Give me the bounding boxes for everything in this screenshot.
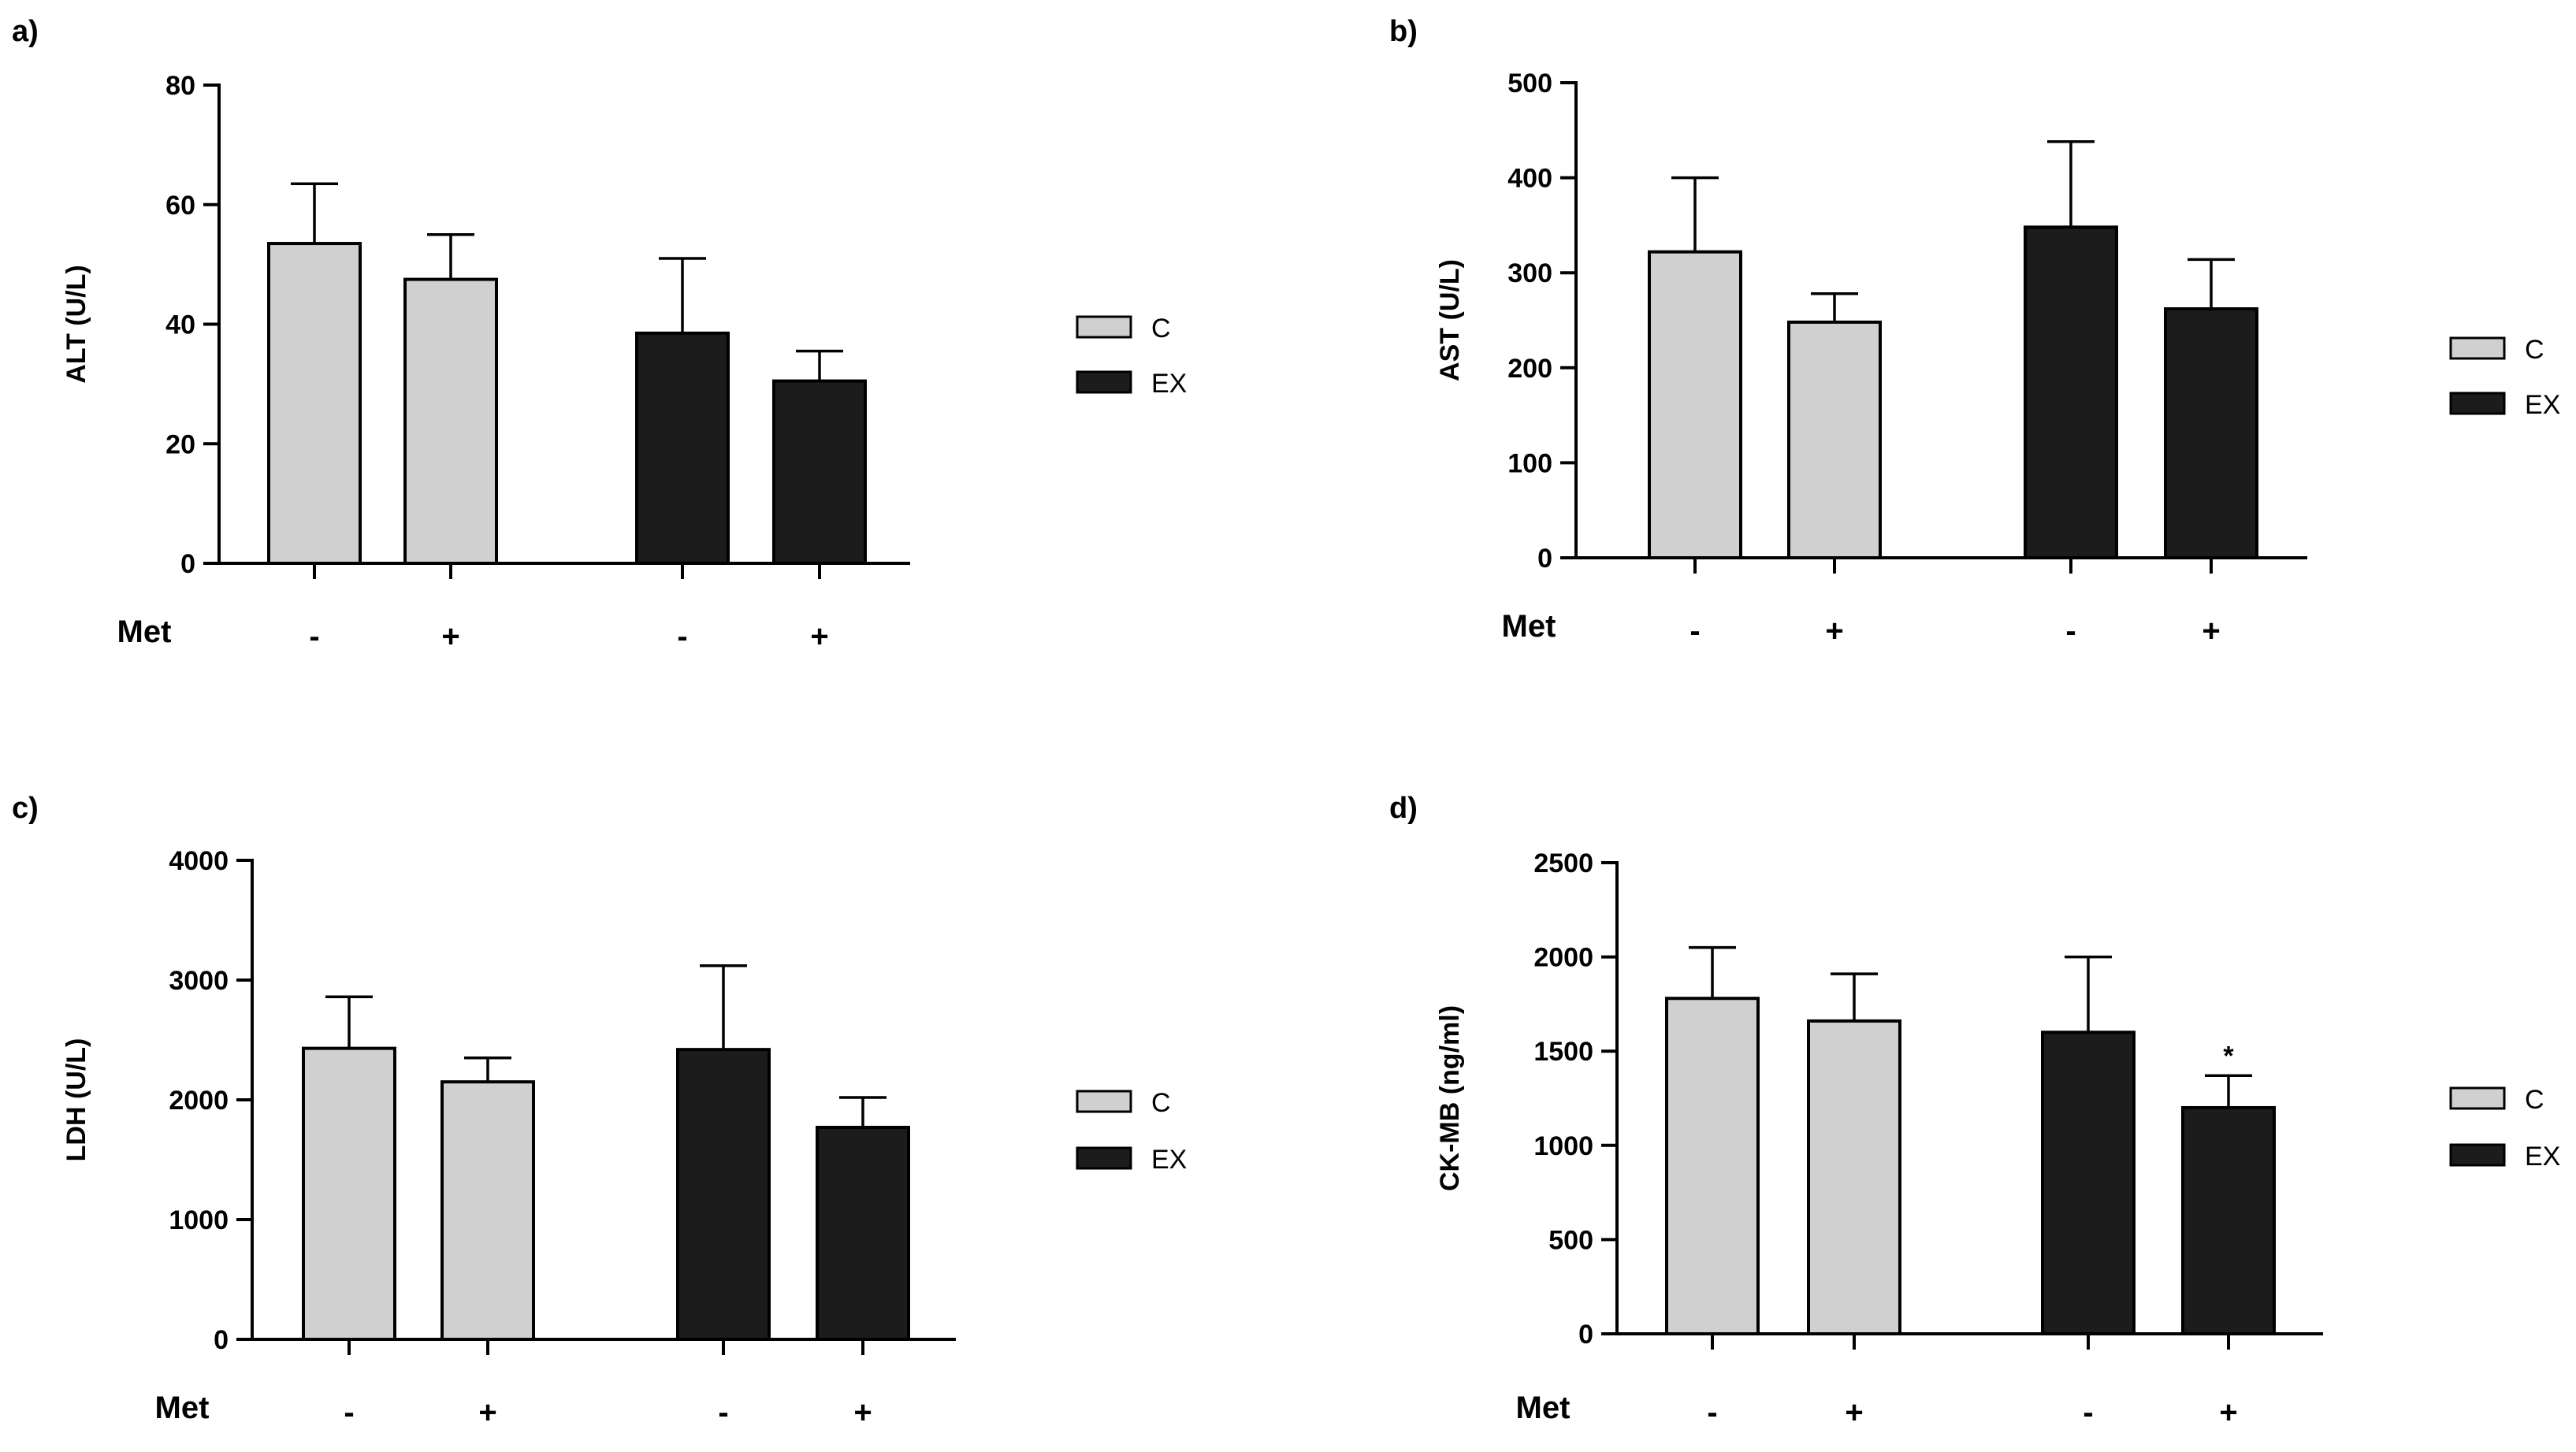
bar xyxy=(2164,307,2258,559)
y-tick-label: 0 xyxy=(180,549,195,579)
legend-swatch xyxy=(1076,1090,1132,1113)
y-tick-label: 4000 xyxy=(169,846,229,876)
y-tick-label: 200 xyxy=(1507,354,1552,384)
y-axis-label: AST (U/L) xyxy=(1435,259,1465,381)
significance-marker: * xyxy=(2223,1041,2234,1071)
legend-label: EX xyxy=(1151,1145,1187,1175)
met-row-label: Met xyxy=(1516,1391,1571,1425)
panel-b: b) AST (U/L) 0 100 200 300 400 500 Met - + - + C EX xyxy=(1389,15,2560,648)
legend-swatch xyxy=(1076,370,1132,394)
bar xyxy=(2024,225,2118,559)
panel-a: a) ALT (U/L) 0 20 40 60 80 Met - + - + C EX xyxy=(12,15,1187,654)
bar xyxy=(2041,1031,2136,1336)
x-tick-label: + xyxy=(853,1395,872,1430)
y-tick-label: 1000 xyxy=(169,1205,229,1235)
bar xyxy=(302,1046,396,1341)
y-tick-label: 40 xyxy=(165,310,195,340)
met-row-label: Met xyxy=(155,1391,210,1425)
legend-swatch xyxy=(2449,1143,2506,1167)
legend-label: C xyxy=(1151,1088,1171,1118)
y-axis-label: ALT (U/L) xyxy=(61,265,91,383)
bar xyxy=(772,379,867,565)
bar xyxy=(403,277,498,565)
y-tick-label: 2500 xyxy=(1533,849,1593,878)
bar xyxy=(1648,250,1742,559)
legend-swatch xyxy=(1076,315,1132,339)
bar xyxy=(1665,997,1760,1335)
x-tick-label: - xyxy=(309,619,319,654)
bar xyxy=(1787,320,1882,559)
legend-label: C xyxy=(2525,1085,2544,1115)
y-tick-label: 0 xyxy=(214,1325,229,1355)
legend-swatch xyxy=(2449,1086,2506,1110)
y-tick-label: 3000 xyxy=(169,966,229,996)
met-row-label: Met xyxy=(117,615,172,649)
x-tick-label: - xyxy=(2065,614,2076,648)
panel-letter: b) xyxy=(1389,15,1418,48)
bar xyxy=(1807,1019,1901,1335)
y-tick-label: 500 xyxy=(1507,69,1552,98)
y-tick-label: 0 xyxy=(1578,1320,1593,1350)
y-tick-label: 2000 xyxy=(1533,943,1593,973)
x-tick-label: + xyxy=(2202,614,2220,648)
legend-swatch xyxy=(2449,336,2506,360)
y-axis-label: LDH (U/L) xyxy=(61,1038,91,1162)
y-tick-label: 1000 xyxy=(1533,1131,1593,1161)
legend-label: EX xyxy=(2525,390,2560,420)
bar xyxy=(816,1125,910,1341)
y-tick-label: 60 xyxy=(165,191,195,221)
bar xyxy=(2181,1105,2276,1335)
panel-letter: a) xyxy=(12,15,39,48)
x-tick-label: + xyxy=(478,1395,496,1430)
x-tick-label: - xyxy=(344,1395,354,1430)
legend-swatch xyxy=(2449,392,2506,415)
legend-label: C xyxy=(2525,335,2544,365)
bar xyxy=(267,242,362,565)
x-tick-label: - xyxy=(677,619,687,654)
x-tick-label: + xyxy=(441,619,459,654)
x-tick-label: + xyxy=(2219,1395,2237,1430)
y-tick-label: 100 xyxy=(1507,448,1552,478)
x-tick-label: + xyxy=(1845,1395,1863,1430)
panel-letter: c) xyxy=(12,792,39,825)
bar xyxy=(676,1048,771,1342)
bar xyxy=(635,331,730,565)
bar xyxy=(440,1080,535,1341)
y-tick-label: 80 xyxy=(165,71,195,101)
y-tick-label: 0 xyxy=(1537,544,1552,574)
y-tick-label: 500 xyxy=(1548,1225,1593,1255)
x-tick-label: + xyxy=(810,619,828,654)
x-tick-label: - xyxy=(2083,1395,2093,1430)
x-tick-label: + xyxy=(1825,614,1843,648)
y-tick-label: 300 xyxy=(1507,258,1552,288)
y-tick-label: 400 xyxy=(1507,164,1552,194)
legend-swatch xyxy=(1076,1146,1132,1170)
y-tick-label: 1500 xyxy=(1533,1037,1593,1067)
legend-label: C xyxy=(1151,314,1171,344)
x-tick-label: - xyxy=(718,1395,728,1430)
met-row-label: Met xyxy=(1502,609,1556,644)
x-tick-label: - xyxy=(1689,614,1700,648)
y-tick-label: 20 xyxy=(165,429,195,459)
y-tick-label: 2000 xyxy=(169,1086,229,1116)
y-axis-label: CK-MB (ng/ml) xyxy=(1435,1005,1465,1191)
panel-d: d) CK-MB (ng/ml) 0 500 1000 1500 2000 2500 Met - +… xyxy=(1389,792,2560,1430)
panel-letter: d) xyxy=(1389,792,1418,825)
panel-c: c) LDH (U/L) 0 1000 2000 3000 4000 Met - + - + C EX xyxy=(12,792,1187,1430)
legend-label: EX xyxy=(2525,1142,2560,1172)
x-tick-label: - xyxy=(1707,1395,1717,1430)
legend-label: EX xyxy=(1151,369,1187,399)
